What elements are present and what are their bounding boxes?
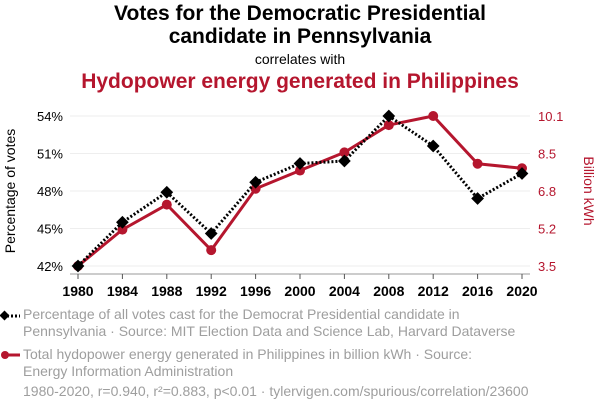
x-tick-label: 1980: [62, 283, 93, 299]
series-votes-point: [293, 157, 307, 170]
chart-second-title: Hydopower energy generated in Philippine…: [81, 70, 519, 93]
legend-item-votes: Percentage of all votes cast for the Dem…: [0, 306, 560, 346]
x-tick-label: 2004: [329, 283, 360, 299]
legend-hydropower-line1: Total hydopower energy generated in Phil…: [23, 346, 473, 362]
series-hydropower-point: [250, 183, 261, 194]
legend-votes-line1: Percentage of all votes cast for the Dem…: [23, 306, 460, 322]
y-left-tick-label: 45%: [37, 222, 63, 237]
x-tick-label: 1992: [196, 283, 227, 299]
legend-item-hydropower: Total hydopower energy generated in Phil…: [0, 346, 560, 386]
series-votes-point: [382, 109, 396, 123]
y-axis-right-label: Billion kWh: [581, 156, 597, 225]
x-tick-label: 2000: [284, 283, 315, 299]
series-votes-point: [338, 154, 351, 168]
y-axis-right: 3.5 5.2 6.8 8.5 10.1: [538, 109, 563, 274]
chart-subtitle: correlates with: [254, 51, 346, 67]
x-tick-label: 2012: [418, 283, 449, 299]
series-votes-point: [204, 227, 218, 240]
series-votes-point: [160, 185, 174, 199]
y-left-tick-label: 48%: [37, 184, 63, 199]
series-votes-point: [71, 259, 85, 273]
series-hydropower-point: [161, 199, 172, 210]
series-votes-point: [116, 215, 129, 229]
series-votes-point: [426, 139, 440, 153]
footer-stats: 1980-2020, r=0.940, r²=0.883, p<0.01 · t…: [23, 383, 529, 399]
series-hydropower-point: [117, 224, 128, 235]
legend-marker-hydropower: [1, 351, 20, 359]
legend-votes-line2: Pennsylvania · Source: MIT Election Data…: [23, 323, 516, 339]
y-right-tick-label: 10.1: [538, 109, 563, 124]
x-tick-label: 2016: [462, 283, 493, 299]
legend-text-hydropower: Total hydopower energy generated in Phil…: [23, 346, 563, 380]
legend-text-votes: Percentage of all votes cast for the Dem…: [23, 306, 563, 340]
y-left-tick-label: 54%: [37, 109, 63, 124]
x-tick-label: 1988: [151, 283, 182, 299]
y-left-tick-label: 51%: [37, 147, 63, 162]
series-hydropower-point: [339, 147, 350, 158]
x-tick-label: 2008: [373, 283, 404, 299]
y-axis-left: 42% 45% 48% 51% 54%: [37, 109, 63, 274]
series-hydropower-point: [295, 165, 305, 176]
y-right-tick-label: 5.2: [538, 222, 556, 237]
chart-title: Votes for the Democratic Presidential ca…: [0, 2, 600, 48]
x-tick-label: 1984: [107, 283, 138, 299]
chart-title-line1: Votes for the Democratic Presidential: [114, 2, 486, 25]
x-tick-label: 2020: [506, 283, 537, 299]
y-left-tick-label: 42%: [37, 259, 63, 274]
y-right-tick-label: 8.5: [538, 147, 556, 162]
series-votes-point: [471, 192, 484, 205]
y-right-tick-label: 6.8: [538, 184, 556, 199]
series-hydropower-point: [206, 245, 217, 256]
series-hydropower-point: [428, 111, 439, 121]
chart-title-line2: candidate in Pennsylvania: [168, 25, 432, 48]
y-right-tick-label: 3.5: [538, 259, 556, 274]
series-hydropower-point: [383, 120, 394, 131]
x-axis: 1980 1984 1988 1992 1996 2000 2004 2008 2012 2016…: [62, 273, 538, 299]
series-hydropower-point: [472, 158, 483, 169]
gridlines: [70, 115, 530, 267]
legend-hydropower-line2: Energy Information Administration: [23, 363, 234, 379]
series-votes: [71, 109, 529, 273]
x-tick-label: 1996: [240, 283, 271, 299]
y-axis-left-label: Percentage of votes: [2, 129, 18, 254]
series-votes-point: [249, 175, 262, 189]
